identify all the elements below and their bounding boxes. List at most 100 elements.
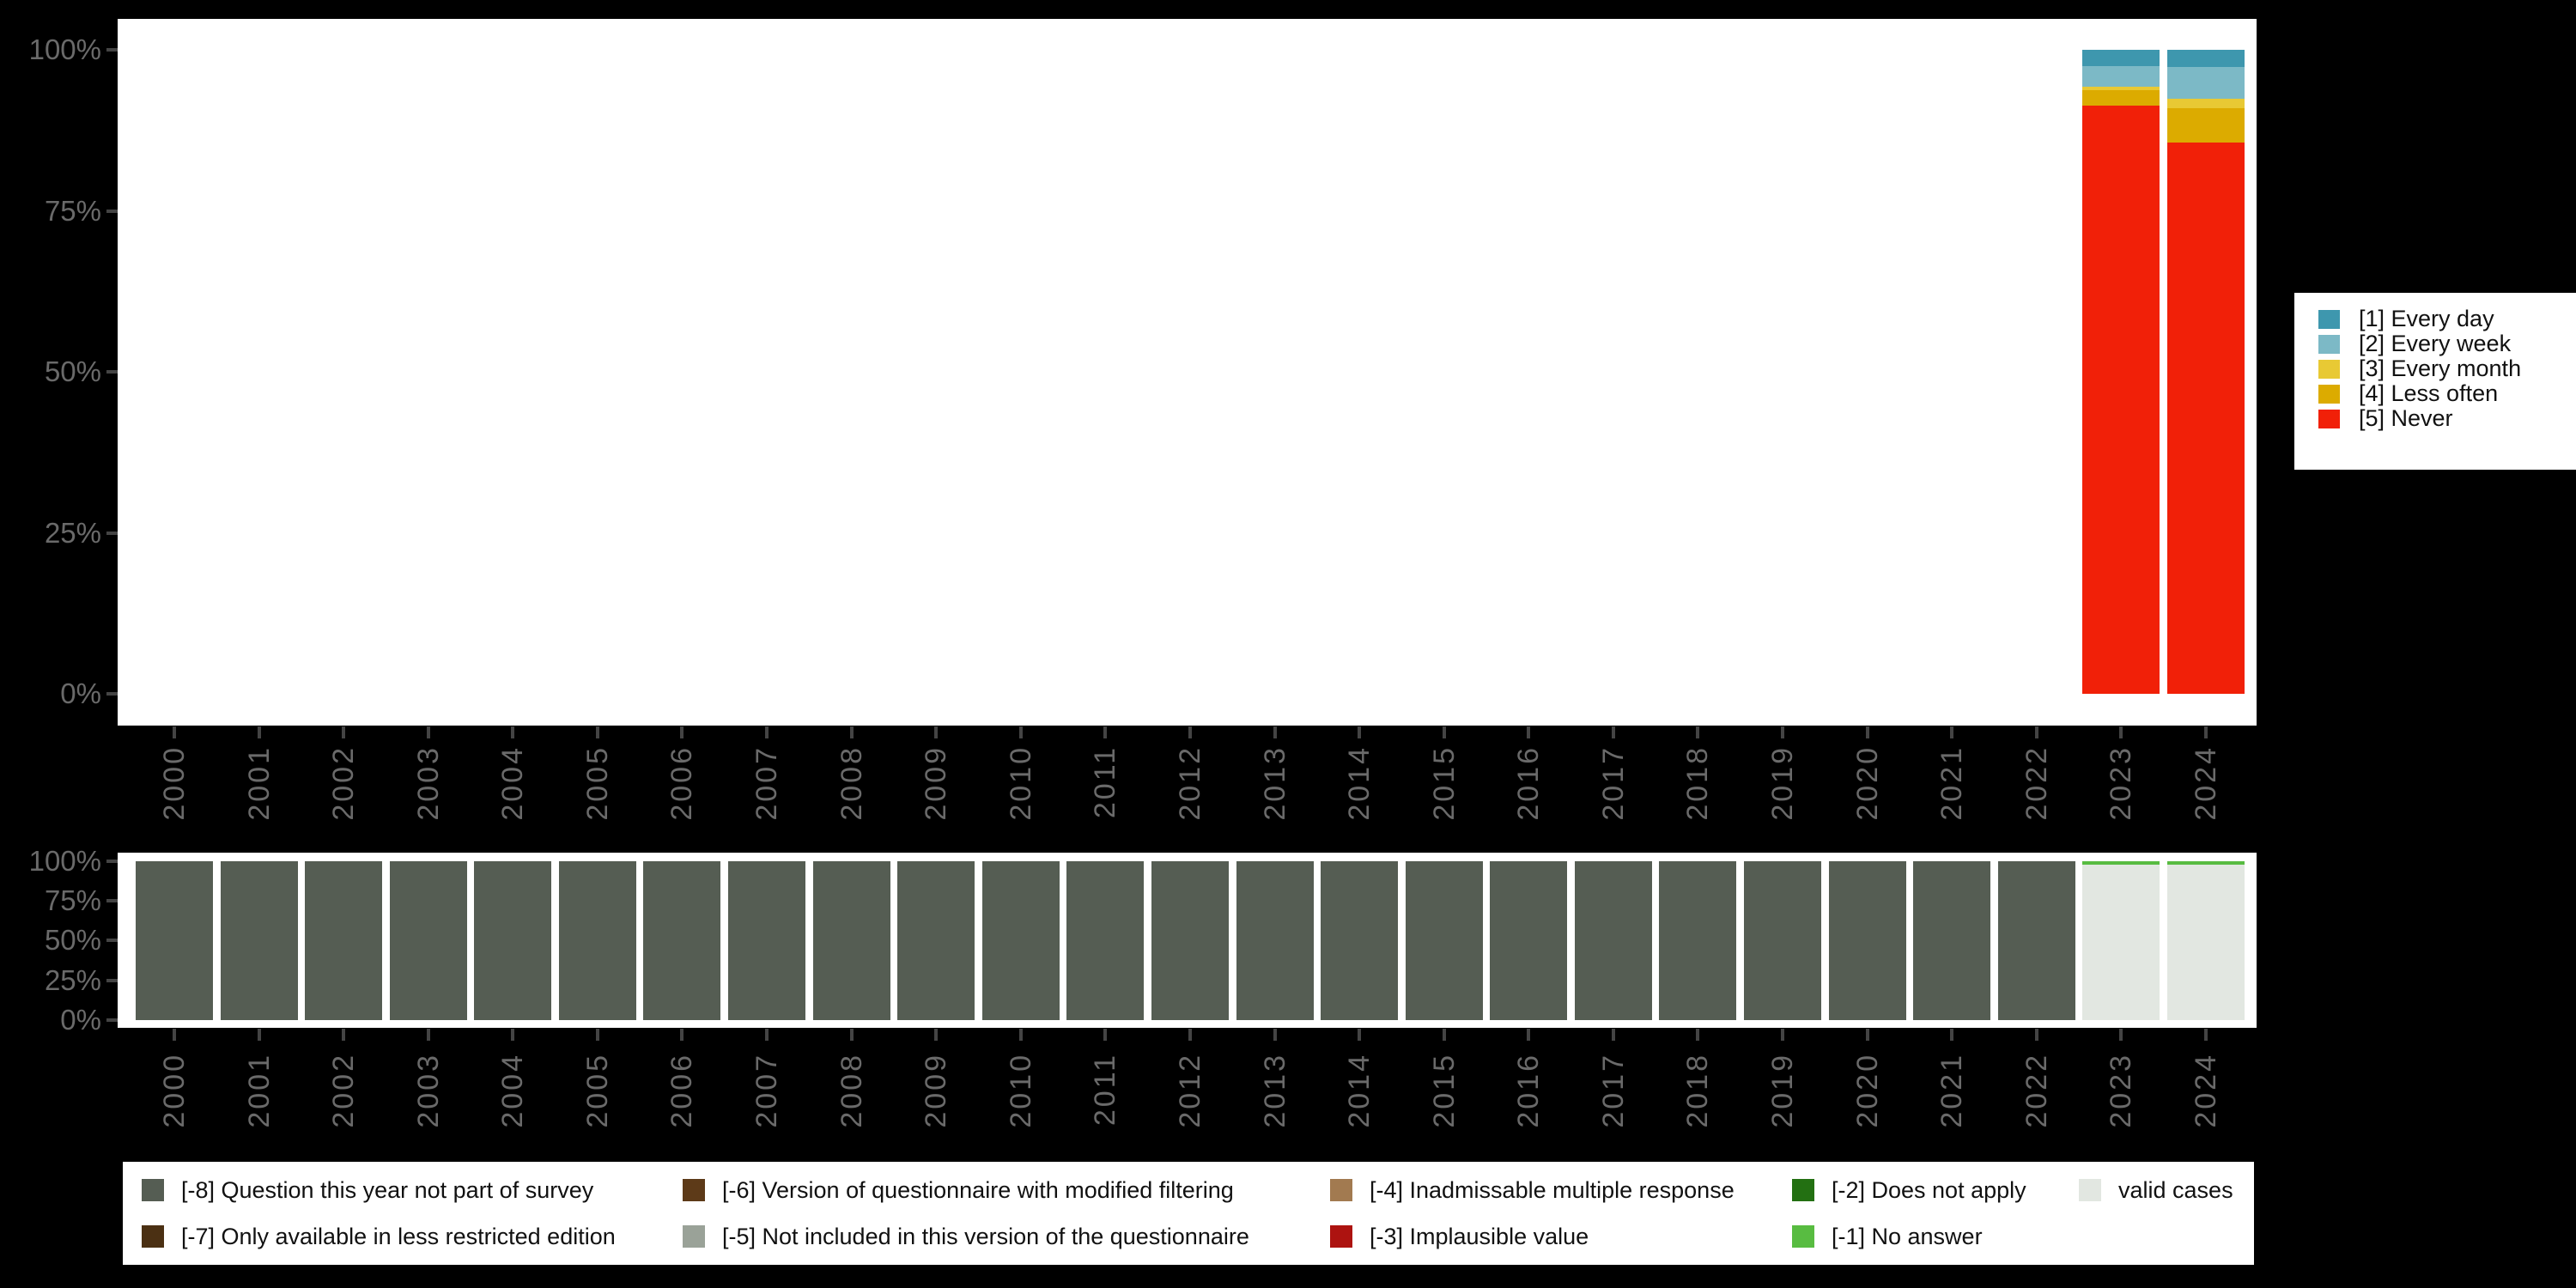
- x-tick-label: 2006: [665, 745, 699, 821]
- segment-missing-8: [1659, 860, 1737, 1020]
- x-tick-label: 2017: [1596, 1053, 1630, 1128]
- y-tick-label: 50%: [44, 355, 101, 387]
- legend-label: valid cases: [2118, 1177, 2233, 1203]
- legend-swatch-missing-3: [1330, 1225, 1352, 1248]
- x-tick-label: 2020: [1850, 1053, 1884, 1128]
- legend-item-less-often: [4] Less often: [2318, 380, 2576, 406]
- x-tick: [1781, 1029, 1785, 1041]
- segment-missing-1: [2082, 860, 2160, 866]
- x-tick: [1188, 1029, 1192, 1041]
- x-tick-label: 2019: [1766, 1053, 1800, 1128]
- missing-values-legend: [-8] Question this year not part of surv…: [123, 1162, 2254, 1265]
- legend-label: [-6] Version of questionnaire with modif…: [722, 1177, 1234, 1203]
- legend-swatch-missing-7: [142, 1225, 164, 1248]
- legend-item-every-month: [3] Every month: [2318, 355, 2576, 381]
- x-tick: [173, 1029, 176, 1041]
- x-tick-label: 2011: [1089, 745, 1122, 819]
- segment-missing-8: [1321, 860, 1399, 1020]
- x-tick-label: 2017: [1596, 745, 1630, 821]
- x-tick-label: 2007: [750, 1053, 784, 1128]
- x-tick-label: 2018: [1681, 745, 1715, 821]
- segment-less-often: [2166, 108, 2245, 143]
- x-tick-label: 2002: [327, 745, 361, 821]
- segment-missing-8: [1405, 860, 1483, 1020]
- segment-missing-8: [812, 860, 890, 1020]
- x-tick: [1273, 726, 1277, 738]
- y-tick-label: 75%: [44, 884, 101, 916]
- segment-valid: [2166, 865, 2245, 1020]
- x-tick: [342, 726, 346, 738]
- segment-never: [2166, 143, 2245, 694]
- x-tick: [1273, 1029, 1277, 1041]
- legend-swatch-missing-4: [1330, 1179, 1352, 1201]
- y-tick-label: 0%: [60, 1004, 101, 1036]
- x-tick: [1018, 726, 1023, 738]
- x-tick: [1188, 726, 1192, 738]
- segment-every-week: [2166, 66, 2245, 99]
- x-tick-label: 2018: [1681, 1053, 1715, 1128]
- x-tick-label: 2014: [1343, 745, 1376, 821]
- x-tick-label: 2009: [920, 1053, 953, 1128]
- x-tick: [680, 726, 684, 738]
- x-tick: [1018, 1029, 1023, 1041]
- bar-2002: [305, 860, 383, 1020]
- x-tick-label: 2000: [158, 745, 191, 821]
- bar-2007: [728, 860, 806, 1020]
- legend-label: [-4] Inadmissable multiple response: [1370, 1177, 1735, 1203]
- bar-2016: [1490, 860, 1568, 1020]
- segment-missing-8: [643, 860, 721, 1020]
- x-tick-label: 2010: [1004, 1053, 1037, 1128]
- bar-2014: [1321, 860, 1399, 1020]
- legend-swatch-missing-1: [1792, 1225, 1814, 1248]
- segment-missing-8: [389, 860, 467, 1020]
- x-tick-label: 2003: [411, 1053, 445, 1128]
- segment-never: [2082, 106, 2160, 694]
- x-tick: [1865, 1029, 1869, 1041]
- legend-label: [-3] Implausible value: [1370, 1224, 1589, 1249]
- x-tick-label: 2011: [1089, 1053, 1122, 1127]
- segment-missing-8: [220, 860, 298, 1020]
- x-tick-label: 2021: [1935, 1053, 1969, 1128]
- x-tick-label: 2012: [1173, 745, 1206, 821]
- bar-2012: [1151, 860, 1229, 1020]
- frequency-legend: [1] Every day [2] Every week [3] Every mon…: [2294, 293, 2576, 470]
- x-tick: [1950, 726, 1954, 738]
- y-tick-label: 25%: [44, 516, 101, 549]
- x-tick-label: 2022: [2020, 1053, 2053, 1128]
- segment-every-day: [2166, 50, 2245, 67]
- bar-2001: [220, 860, 298, 1020]
- x-tick-label: 2024: [2189, 1053, 2222, 1128]
- bar-2000: [136, 860, 213, 1020]
- legend-label: [-5] Not included in this version of the…: [722, 1224, 1249, 1249]
- y-tick-label: 100%: [28, 844, 101, 877]
- x-tick: [2034, 1029, 2038, 1041]
- x-tick: [849, 726, 854, 738]
- segment-missing-8: [305, 860, 383, 1020]
- segment-every-week: [2082, 65, 2160, 87]
- x-tick-label: 2013: [1258, 1053, 1291, 1128]
- x-tick: [342, 1029, 346, 1041]
- y-tick: [106, 531, 118, 535]
- bar-2009: [897, 860, 975, 1020]
- bar-2008: [812, 860, 890, 1020]
- segment-missing-8: [136, 860, 213, 1020]
- x-tick: [426, 726, 430, 738]
- bar-2006: [643, 860, 721, 1020]
- x-tick-label: 2000: [158, 1053, 191, 1128]
- x-tick: [1527, 1029, 1531, 1041]
- x-tick-label: 2022: [2020, 745, 2053, 821]
- y-tick: [106, 370, 118, 374]
- x-tick-label: 2023: [2105, 745, 2138, 821]
- x-tick-label: 2004: [496, 1053, 530, 1128]
- x-tick-label: 2021: [1935, 745, 1969, 821]
- y-tick: [106, 48, 118, 52]
- segment-missing-8: [1490, 860, 1568, 1020]
- x-tick: [173, 726, 176, 738]
- segment-missing-1: [2166, 860, 2245, 866]
- bar-2017: [1574, 860, 1652, 1020]
- bar-2018: [1659, 860, 1737, 1020]
- legend-swatch-missing-8: [142, 1179, 164, 1201]
- y-tick: [106, 978, 118, 982]
- legend-label: [1] Every day: [2359, 306, 2494, 331]
